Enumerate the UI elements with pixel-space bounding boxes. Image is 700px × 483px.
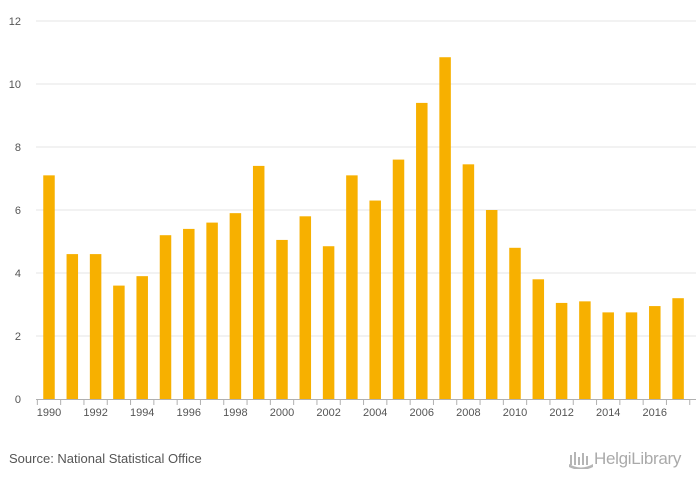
helgi-library-icon: [569, 452, 593, 469]
y-tick-label: 6: [15, 205, 21, 217]
x-tick-label: 2010: [503, 407, 527, 419]
y-tick-label: 8: [15, 142, 21, 154]
source-note: Source: National Statistical Office: [9, 451, 202, 466]
x-tick-label: 1996: [177, 407, 201, 419]
bar-1995: [159, 235, 172, 399]
x-tick-label: 2008: [456, 407, 480, 419]
bar-2010: [509, 247, 521, 399]
bar-2008: [462, 164, 475, 399]
bar-2007: [439, 57, 451, 399]
bar-1997: [206, 222, 218, 399]
bar-2002: [322, 246, 335, 399]
bar-1993: [113, 285, 125, 399]
x-tick-label: 1992: [83, 407, 107, 419]
bar-2013: [579, 301, 591, 399]
x-tick-label: 2006: [410, 407, 434, 419]
bar-2005: [392, 159, 405, 399]
y-tick-label: 2: [15, 331, 21, 343]
bar-chart: 0 2 4 6 8 10 12 1990 1992 1994 1996 1998 2000 2002 20…: [9, 16, 696, 419]
bar-1996: [183, 228, 195, 399]
bar-1992: [89, 254, 102, 399]
bar-2015: [625, 312, 638, 399]
y-tick-label: 4: [15, 268, 21, 280]
bar-1998: [229, 213, 242, 399]
x-axis: 1990 1992 1994 1996 1998 2000 2002 2004 2006 2008…: [36, 399, 696, 419]
x-tick-label: 2014: [596, 407, 620, 419]
x-tick-label: 2012: [549, 407, 573, 419]
bar-2017: [672, 298, 684, 399]
bar-1991: [66, 254, 79, 399]
logo-text: HelgiLibrary: [594, 449, 682, 468]
bar-2012: [555, 302, 568, 399]
y-tick-label: 10: [9, 79, 21, 91]
helgi-library-logo: HelgiLibrary: [568, 448, 681, 470]
x-tick-label: 2000: [270, 407, 294, 419]
x-tick-label: 1994: [130, 407, 154, 419]
bar-2000: [276, 239, 288, 399]
bar-2016: [649, 306, 661, 399]
grid-lines: [36, 20, 696, 337]
bar-2011: [532, 279, 545, 399]
bar-2001: [299, 216, 312, 399]
bar-2014: [602, 312, 614, 399]
y-axis-ticks: 0 2 4 6 8 10 12: [9, 16, 21, 406]
y-tick-label: 12: [9, 16, 21, 28]
bar-2003: [346, 175, 358, 399]
y-tick-label: 0: [15, 394, 21, 406]
bar-2004: [369, 200, 381, 399]
bar-2009: [485, 210, 498, 399]
bar-2006: [416, 102, 428, 400]
x-tick-label: 2016: [643, 407, 667, 419]
x-tick-label: 2002: [316, 407, 340, 419]
bar-1994: [136, 276, 148, 399]
x-tick-label: 1998: [223, 407, 247, 419]
bar-1990: [43, 175, 55, 399]
x-tick-label: 2004: [363, 407, 387, 419]
x-tick-label: 1990: [37, 407, 61, 419]
bar-1999: [252, 165, 265, 399]
bars: [43, 57, 684, 400]
